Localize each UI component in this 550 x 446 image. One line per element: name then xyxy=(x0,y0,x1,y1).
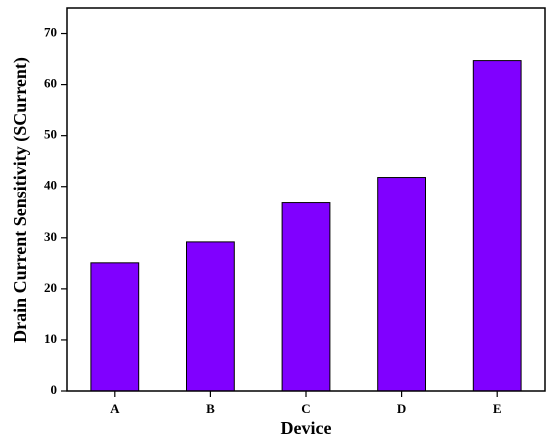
y-tick-label: 30 xyxy=(44,229,57,244)
x-tick-label: E xyxy=(493,401,502,416)
bar xyxy=(186,241,235,392)
x-tick-label: A xyxy=(110,401,120,416)
bar xyxy=(472,60,522,392)
bar xyxy=(281,202,331,392)
y-tick-label: 60 xyxy=(44,76,57,91)
x-tick-label: D xyxy=(397,401,406,416)
y-tick-label: 40 xyxy=(44,178,57,193)
x-tick-label: B xyxy=(206,401,215,416)
y-axis-title: Drain Current Sensitivity (SCurrent) xyxy=(10,57,31,343)
y-tick-label: 0 xyxy=(51,382,58,397)
x-axis-title: Device xyxy=(281,418,332,438)
plot-frame xyxy=(66,7,546,392)
x-tick-label: C xyxy=(301,401,310,416)
y-tick-label: 10 xyxy=(44,331,57,346)
bar xyxy=(90,262,140,392)
y-tick-label: 70 xyxy=(44,25,57,40)
y-tick-label: 50 xyxy=(44,127,57,142)
y-tick-label: 20 xyxy=(44,280,57,295)
bar xyxy=(377,177,427,392)
